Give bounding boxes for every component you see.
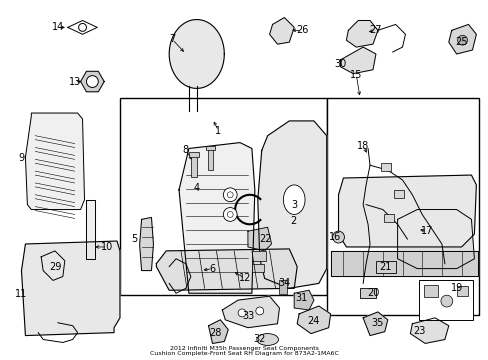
- Text: 11: 11: [15, 289, 27, 299]
- Ellipse shape: [256, 334, 278, 345]
- Polygon shape: [179, 143, 254, 293]
- Polygon shape: [269, 18, 294, 44]
- Bar: [251, 251, 265, 261]
- Bar: [393, 190, 403, 198]
- Text: 26: 26: [295, 25, 307, 35]
- Bar: [190, 156, 196, 177]
- Text: 21: 21: [379, 262, 391, 272]
- Text: 5: 5: [131, 234, 138, 244]
- Text: 16: 16: [328, 232, 340, 242]
- Polygon shape: [68, 21, 97, 34]
- Text: 18: 18: [356, 140, 368, 150]
- Bar: [423, 285, 437, 297]
- Polygon shape: [294, 290, 313, 310]
- Polygon shape: [21, 241, 120, 336]
- Circle shape: [86, 76, 98, 87]
- Text: 32: 32: [253, 334, 265, 345]
- Text: 28: 28: [209, 328, 221, 338]
- Text: 30: 30: [334, 59, 346, 69]
- Text: 19: 19: [449, 283, 462, 293]
- Polygon shape: [156, 249, 297, 290]
- Text: 10: 10: [101, 242, 113, 252]
- Polygon shape: [169, 19, 224, 89]
- Text: 1: 1: [215, 126, 221, 136]
- Polygon shape: [297, 306, 330, 334]
- Bar: [418, 280, 472, 320]
- Text: 8: 8: [183, 145, 188, 156]
- Bar: [360, 288, 375, 298]
- Text: 3: 3: [290, 199, 297, 210]
- Text: 35: 35: [371, 318, 383, 328]
- Polygon shape: [409, 318, 448, 343]
- Bar: [207, 148, 213, 170]
- Circle shape: [238, 309, 245, 317]
- Text: 2012 Infiniti M35h Passenger Seat Components
Cushion Complete-Front Seat RH Diag: 2012 Infiniti M35h Passenger Seat Compon…: [150, 346, 338, 356]
- Bar: [380, 163, 390, 171]
- Text: 24: 24: [307, 316, 320, 326]
- Polygon shape: [247, 227, 271, 251]
- Circle shape: [227, 212, 233, 217]
- Text: 25: 25: [454, 37, 467, 47]
- Polygon shape: [346, 21, 377, 47]
- Polygon shape: [338, 175, 475, 247]
- Bar: [326, 98, 478, 315]
- Bar: [279, 280, 287, 294]
- Text: 27: 27: [369, 25, 382, 35]
- Bar: [375, 261, 395, 273]
- Bar: [383, 215, 393, 222]
- Polygon shape: [140, 217, 153, 271]
- Polygon shape: [363, 312, 387, 336]
- Ellipse shape: [283, 185, 305, 215]
- Polygon shape: [257, 121, 326, 288]
- Polygon shape: [397, 210, 473, 269]
- Polygon shape: [448, 24, 475, 54]
- Text: 31: 31: [294, 293, 306, 303]
- Text: 6: 6: [209, 264, 215, 274]
- Bar: [188, 152, 198, 157]
- Text: 2: 2: [289, 216, 296, 226]
- Text: 34: 34: [278, 278, 290, 288]
- Text: 13: 13: [68, 77, 81, 86]
- Polygon shape: [41, 251, 65, 280]
- Polygon shape: [25, 113, 84, 210]
- Bar: [205, 145, 215, 150]
- Polygon shape: [86, 200, 95, 259]
- Text: 4: 4: [193, 183, 200, 193]
- Circle shape: [440, 295, 452, 307]
- Circle shape: [223, 188, 237, 202]
- Polygon shape: [222, 296, 279, 328]
- Circle shape: [227, 192, 233, 198]
- Circle shape: [223, 208, 237, 221]
- Text: 33: 33: [242, 311, 254, 321]
- Circle shape: [332, 231, 344, 243]
- Text: 22: 22: [259, 234, 271, 244]
- Text: 15: 15: [349, 69, 362, 80]
- Polygon shape: [330, 251, 477, 276]
- Bar: [251, 264, 263, 271]
- Bar: [456, 286, 468, 296]
- Text: 17: 17: [420, 226, 432, 236]
- Text: 12: 12: [238, 274, 251, 283]
- Text: 23: 23: [412, 326, 425, 336]
- Polygon shape: [340, 47, 375, 74]
- Circle shape: [79, 23, 86, 31]
- Text: 14: 14: [52, 22, 64, 32]
- Bar: [120, 98, 326, 295]
- Polygon shape: [208, 320, 228, 343]
- Polygon shape: [81, 71, 104, 92]
- Text: 29: 29: [49, 262, 61, 272]
- Text: 7: 7: [169, 34, 175, 44]
- Circle shape: [457, 35, 467, 45]
- Circle shape: [255, 307, 263, 315]
- Text: 9: 9: [19, 153, 24, 163]
- Text: 20: 20: [366, 288, 378, 298]
